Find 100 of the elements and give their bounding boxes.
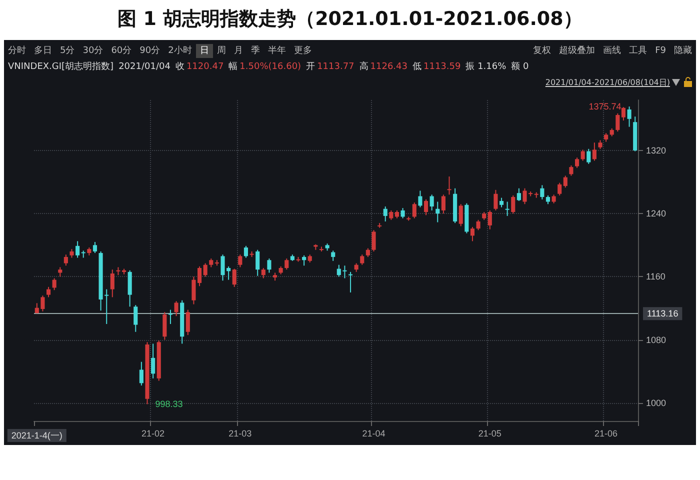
candlestick	[134, 304, 138, 332]
text: 复权	[532, 44, 552, 58]
candlestick	[197, 266, 202, 287]
candlestick	[586, 148, 591, 164]
candlestick	[192, 276, 196, 305]
text: 半年	[266, 44, 287, 58]
candlestick	[360, 254, 364, 266]
text: 1113.59	[424, 62, 461, 72]
text: 振 1.16%	[466, 62, 506, 72]
text: 开	[306, 62, 316, 72]
candlestick	[261, 267, 266, 279]
candlestick	[168, 309, 173, 324]
x-tick-label: 21-03	[228, 428, 252, 438]
candlestick	[580, 149, 585, 162]
candlestick	[616, 112, 620, 132]
candlestick	[267, 258, 272, 274]
candlestick	[558, 182, 562, 196]
annotation: 1375.74	[588, 102, 622, 112]
candlestick	[238, 254, 242, 268]
x-tick-label: 21-02	[142, 428, 165, 438]
text: 隐藏	[673, 44, 693, 58]
candlestick	[418, 190, 422, 208]
text: 1.50%(16.60)	[240, 62, 302, 72]
candlestick	[592, 142, 596, 162]
candlestick	[151, 343, 156, 379]
candlestick	[203, 262, 208, 278]
candlestick	[389, 210, 394, 220]
text: 1126.43	[370, 62, 408, 72]
candlestick	[383, 206, 388, 222]
y-tick-label: 1160	[646, 272, 666, 282]
candlestick	[128, 270, 132, 308]
text: 幅	[228, 62, 238, 72]
candlestick	[424, 198, 428, 216]
candlestick	[430, 194, 434, 211]
candlestick	[441, 194, 446, 214]
candlestick	[574, 157, 580, 168]
candlestick	[621, 106, 626, 122]
candlestick	[488, 210, 492, 230]
candlestick	[516, 188, 521, 202]
text: 季	[250, 44, 261, 58]
candlestick	[400, 208, 405, 219]
candlestick	[505, 201, 510, 216]
x-tick-label: 21-06	[594, 428, 618, 438]
candlestick	[302, 254, 306, 266]
candlestick	[174, 300, 178, 317]
candlestick	[494, 189, 498, 211]
text: 日	[196, 44, 213, 58]
chart-title: 图 1 胡志明指数走势（2021.01.01-2021.06.08）	[116, 7, 584, 32]
candlestick	[58, 266, 62, 278]
text: 1120.47	[186, 62, 224, 72]
candlestick	[64, 254, 68, 266]
text: 2021/01/04	[118, 62, 170, 72]
candlestick	[186, 309, 190, 336]
text: 低	[412, 62, 422, 72]
candlestick	[499, 197, 504, 208]
candlestick	[46, 286, 51, 298]
text: VNINDEX.GI[胡志明指数]	[8, 62, 114, 72]
text: 30分	[82, 44, 104, 58]
candlestick	[284, 258, 289, 270]
candlestick	[139, 361, 144, 386]
y-tick-label: 1000	[646, 398, 666, 408]
text: 5分	[59, 44, 76, 58]
candlestick	[540, 184, 544, 200]
candlestick	[470, 226, 475, 242]
candlestick	[348, 271, 353, 293]
candlestick	[511, 194, 516, 214]
text: 月	[232, 45, 244, 58]
candlestick	[256, 249, 260, 276]
y-tick-label: 1320	[646, 145, 666, 156]
candlestick	[52, 278, 56, 291]
text: 额 0	[511, 62, 529, 72]
x-tick-label: 21-04	[362, 428, 386, 438]
text: 多日	[33, 44, 53, 58]
text: F9	[654, 45, 667, 58]
candlestick	[110, 269, 114, 298]
text: 90分	[138, 44, 162, 58]
candlestick	[563, 175, 568, 188]
y-tick-label: 1240	[646, 208, 666, 219]
candlestick	[569, 164, 574, 176]
x-tick-label: 2021-1-4(一)	[11, 430, 62, 440]
candlestick	[412, 202, 416, 219]
candlestick	[627, 106, 632, 128]
candlestick	[162, 312, 167, 340]
text: 2小时	[167, 44, 193, 58]
text: 更多	[292, 44, 313, 58]
text: 2021/01/04-2021/06/08(104日)	[545, 77, 670, 88]
candlestick	[331, 250, 336, 262]
candlestick	[476, 219, 480, 231]
text: 工具	[628, 44, 648, 58]
candlestick	[232, 268, 236, 288]
text: 超级叠加	[558, 44, 596, 58]
candlestick	[76, 240, 80, 258]
candlestick	[447, 176, 452, 196]
text: 画线	[602, 44, 622, 58]
text: 1113.77	[317, 62, 354, 72]
candlestick	[458, 204, 463, 227]
candlestick	[244, 245, 248, 258]
text: 分时	[7, 44, 27, 58]
candlestick	[92, 241, 98, 254]
ref-line-label: 1113.16	[647, 308, 678, 319]
